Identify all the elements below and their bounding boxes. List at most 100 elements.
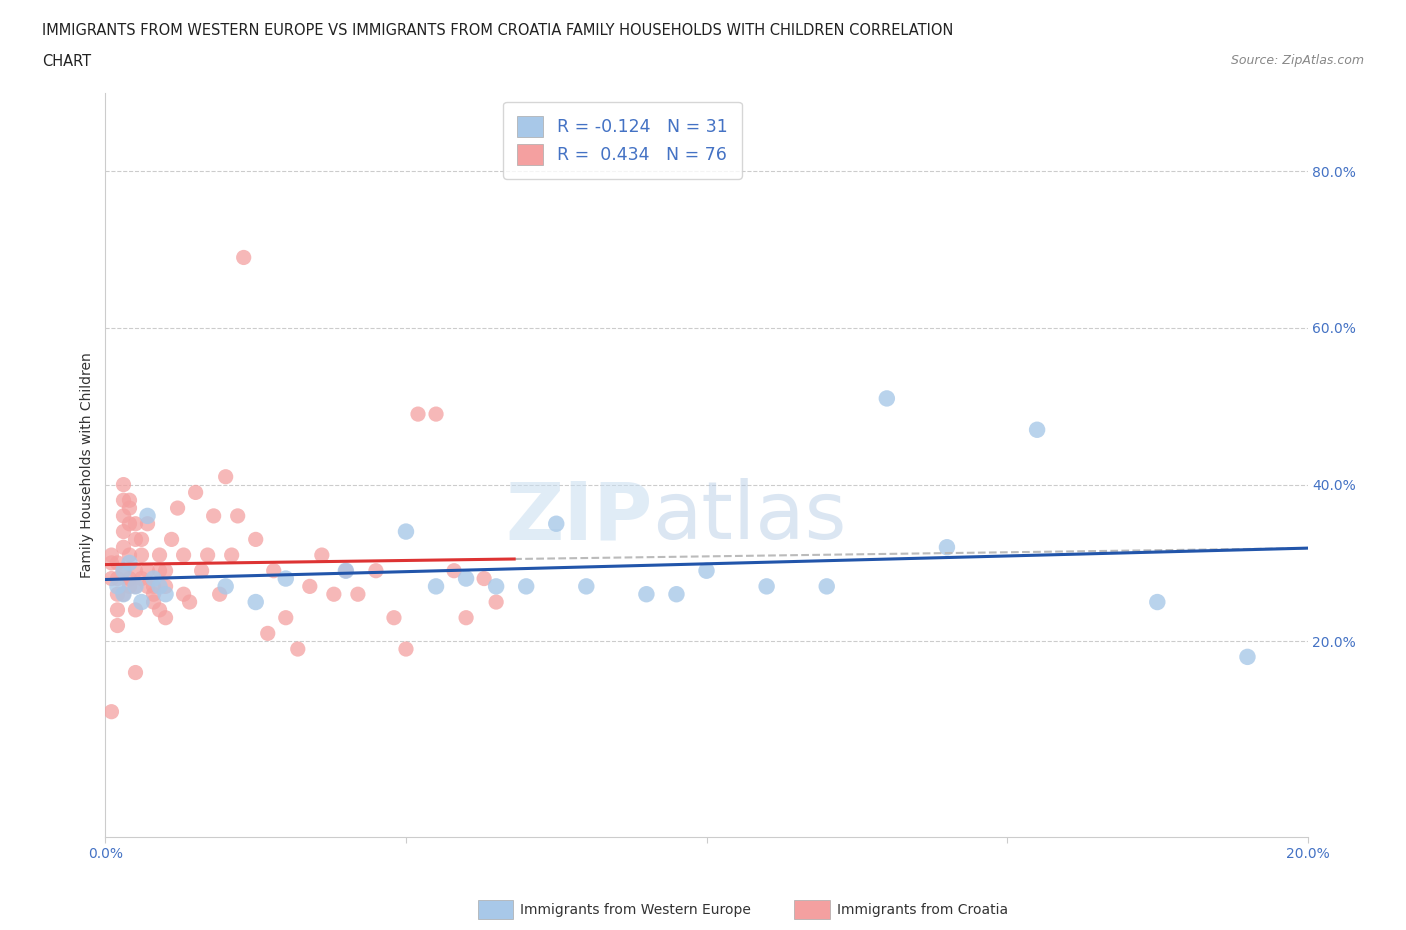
Point [936, 539, 959, 554]
Point [100, 548, 122, 563]
Point [166, 500, 188, 515]
Point [107, 571, 129, 586]
Point [124, 564, 146, 578]
Point [815, 579, 838, 594]
Point [148, 548, 170, 563]
Text: Immigrants from Croatia: Immigrants from Croatia [837, 902, 1008, 917]
Point [142, 571, 165, 586]
Point [118, 493, 141, 508]
Point [148, 603, 170, 618]
Point [131, 532, 153, 547]
Point [136, 579, 159, 594]
Point [160, 532, 183, 547]
Text: CHART: CHART [42, 54, 91, 69]
Point [190, 564, 212, 578]
Point [221, 548, 243, 563]
Point [575, 579, 598, 594]
Point [406, 406, 429, 421]
Point [485, 594, 508, 609]
Text: ZIP: ZIP [505, 478, 652, 556]
Point [245, 594, 267, 609]
Point [1236, 649, 1258, 664]
Point [148, 579, 170, 594]
Point [124, 579, 146, 594]
Point [173, 587, 195, 602]
Point [118, 579, 141, 594]
Point [214, 470, 236, 485]
Point [142, 587, 165, 602]
Text: IMMIGRANTS FROM WESTERN EUROPE VS IMMIGRANTS FROM CROATIA FAMILY HOUSEHOLDS WITH: IMMIGRANTS FROM WESTERN EUROPE VS IMMIGR… [42, 23, 953, 38]
Point [515, 579, 537, 594]
Y-axis label: Family Households with Children: Family Households with Children [80, 352, 94, 578]
Point [454, 571, 477, 586]
Point [335, 564, 357, 578]
Point [425, 579, 447, 594]
Legend: R = -0.124   N = 31, R =  0.434   N = 76: R = -0.124 N = 31, R = 0.434 N = 76 [503, 101, 741, 179]
Point [124, 665, 146, 680]
Point [124, 579, 146, 594]
Point [118, 555, 141, 570]
Point [179, 594, 201, 609]
Point [546, 516, 568, 531]
Point [107, 603, 129, 618]
Point [148, 564, 170, 578]
Point [472, 571, 495, 586]
Point [112, 587, 135, 602]
Point [173, 548, 195, 563]
Point [112, 525, 135, 539]
Point [485, 579, 508, 594]
Point [287, 642, 309, 657]
Point [755, 579, 778, 594]
Point [1146, 594, 1168, 609]
Point [136, 509, 159, 524]
Point [107, 579, 129, 594]
Point [395, 525, 418, 539]
Point [197, 548, 219, 563]
Point [382, 610, 405, 625]
Point [112, 564, 135, 578]
Point [112, 539, 135, 554]
Point [202, 509, 225, 524]
Point [876, 391, 898, 405]
Point [107, 587, 129, 602]
Point [118, 500, 141, 515]
Point [112, 493, 135, 508]
Point [226, 509, 249, 524]
Point [155, 579, 177, 594]
Point [274, 610, 297, 625]
Point [155, 610, 177, 625]
Point [112, 564, 135, 578]
Point [142, 594, 165, 609]
Point [245, 532, 267, 547]
Point [118, 516, 141, 531]
Point [131, 594, 153, 609]
Point [232, 250, 254, 265]
Point [112, 587, 135, 602]
Point [142, 579, 165, 594]
Point [155, 564, 177, 578]
Point [131, 548, 153, 563]
Point [208, 587, 231, 602]
Point [274, 571, 297, 586]
Point [100, 555, 122, 570]
Text: Immigrants from Western Europe: Immigrants from Western Europe [520, 902, 751, 917]
Point [263, 564, 285, 578]
Point [100, 571, 122, 586]
Point [136, 516, 159, 531]
Point [107, 618, 129, 633]
Point [454, 610, 477, 625]
Point [425, 406, 447, 421]
Point [665, 587, 688, 602]
Point [124, 603, 146, 618]
Point [155, 587, 177, 602]
Point [322, 587, 344, 602]
Point [118, 548, 141, 563]
Point [107, 555, 129, 570]
Point [136, 564, 159, 578]
Text: Source: ZipAtlas.com: Source: ZipAtlas.com [1230, 54, 1364, 67]
Point [636, 587, 658, 602]
Point [1026, 422, 1049, 437]
Point [184, 485, 207, 499]
Point [347, 587, 370, 602]
Point [298, 579, 321, 594]
